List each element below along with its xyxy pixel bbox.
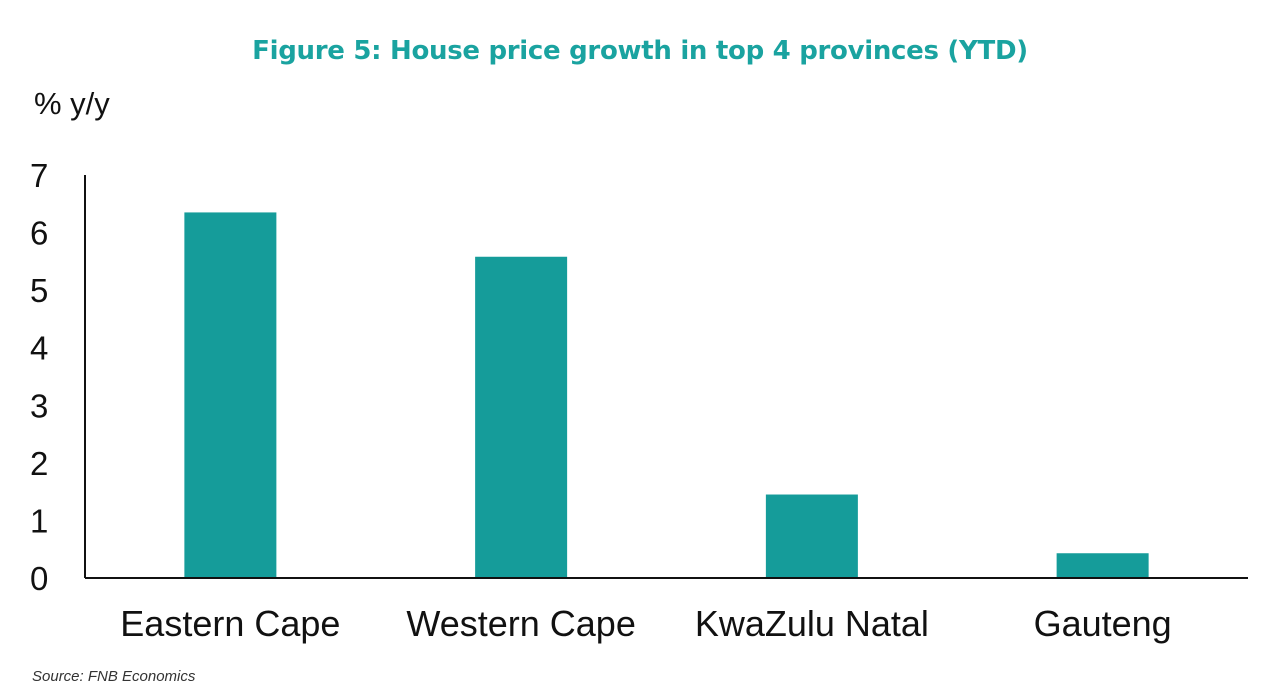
chart-title: Figure 5: House price growth in top 4 pr… [252,36,1028,66]
y-tick-label: 6 [30,215,48,252]
y-tick-label: 4 [30,330,48,367]
y-tick-label: 2 [30,445,48,482]
source-note: Source: FNB Economics [32,668,196,685]
x-category-label: KwaZulu Natal [695,603,929,644]
y-tick-label: 1 [30,502,48,539]
x-category-label: Western Cape [406,603,635,644]
y-axis-label: % y/y [34,86,110,121]
x-axis-labels: Eastern Cape Western Cape KwaZulu Natal Gau… [120,603,1171,644]
bar [765,494,858,578]
bars-group [184,212,1149,578]
bar [475,256,568,578]
bar [1056,553,1149,578]
bar [184,212,277,578]
x-category-label: Gauteng [1034,603,1172,644]
y-axis-ticks: 0 1 2 3 4 5 6 7 [30,157,48,597]
y-tick-label: 5 [30,272,48,309]
x-category-label: Eastern Cape [120,603,340,644]
y-tick-label: 3 [30,387,48,424]
y-tick-label: 7 [30,157,48,194]
y-tick-label: 0 [30,560,48,597]
